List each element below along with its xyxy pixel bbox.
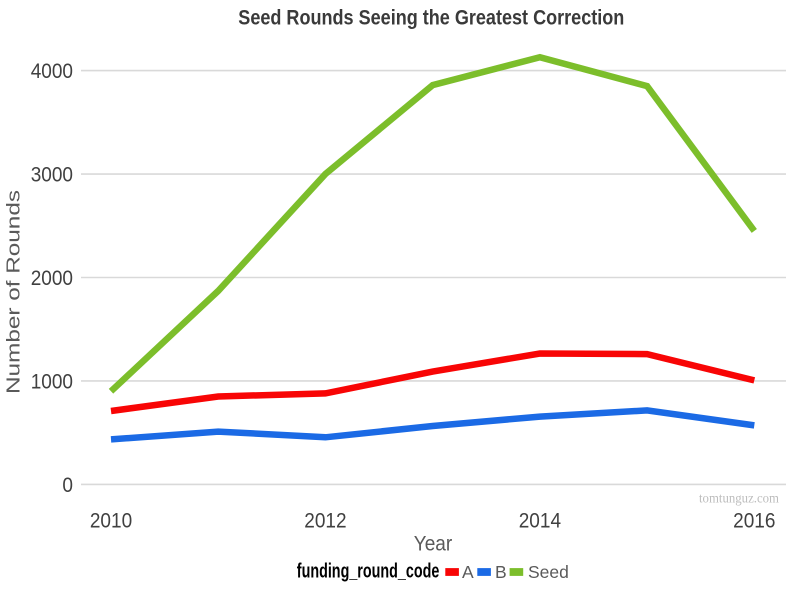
y-tick-label-4000: 4000 [31,60,73,83]
legend-key-a [445,568,459,576]
watermark: tomtunguz.com [699,491,779,506]
x-axis-title: Year [414,532,453,555]
x-tick-label-2012: 2012 [304,510,346,533]
legend-label-b: B [495,562,507,582]
series-line-seed [108,53,757,394]
y-tick-label-0: 0 [62,474,73,497]
y-tick-label-1000: 1000 [31,371,73,394]
y-axis-title: Number of Rounds [3,190,24,394]
legend: funding_round_code A B Seed [297,561,569,583]
legend-label-a: A [462,562,474,582]
y-axis-tick-labels: 0 1000 2000 3000 4000 [31,60,73,497]
series-lines [108,53,757,443]
legend-label-seed: Seed [528,562,569,582]
x-axis-tick-labels: 2010 2012 2014 2016 [90,510,776,533]
x-tick-label-2010: 2010 [90,510,132,533]
legend-key-b [477,568,491,576]
x-tick-label-2016: 2016 [733,510,775,533]
legend-title: funding_round_code [297,561,440,583]
legend-key-seed [509,568,524,576]
x-tick-label-2014: 2014 [519,510,562,533]
chart-title: Seed Rounds Seeing the Greatest Correcti… [238,7,624,30]
gridlines [81,69,786,486]
series-line-a [110,350,756,415]
y-tick-label-2000: 2000 [31,267,73,290]
series-line-b [110,407,755,443]
y-tick-label-3000: 3000 [31,164,73,187]
